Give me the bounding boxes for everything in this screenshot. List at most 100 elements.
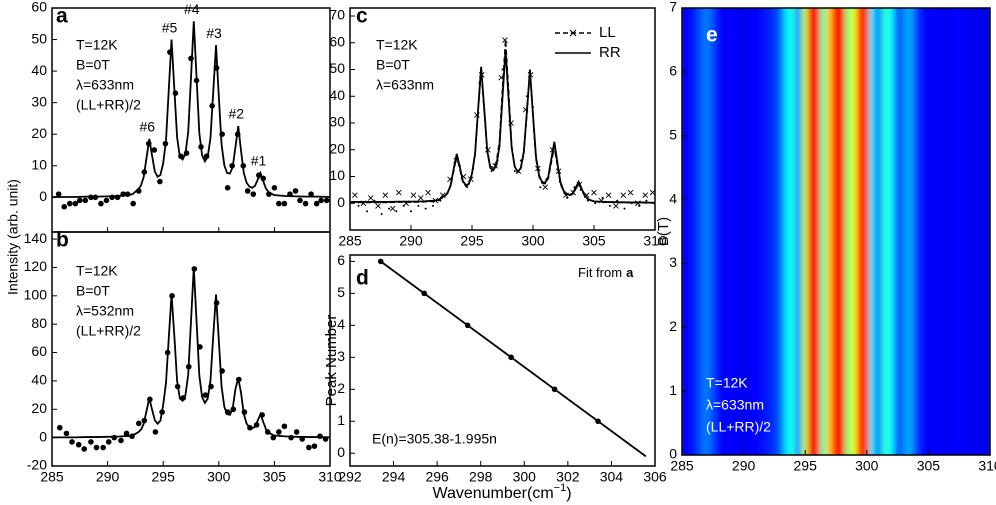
x-marker: [605, 192, 612, 199]
data-point: [61, 203, 68, 210]
dot-marker: [638, 204, 641, 207]
heat-cell: [783, 8, 791, 455]
y-tick-label: 2: [337, 380, 345, 396]
y-tick-label: 60: [329, 33, 345, 49]
heat-cell: [961, 8, 969, 455]
dot-marker: [586, 199, 589, 202]
heat-cell: [875, 8, 883, 455]
y-tick-label: 6: [337, 252, 345, 268]
dot-marker: [579, 188, 582, 191]
x-tick-label: 300: [855, 458, 879, 474]
x-tick-label: 285: [338, 233, 362, 249]
x-tick-label: 290: [96, 469, 120, 485]
y-tick-label: 10: [329, 167, 345, 183]
y-tick-label: 140: [24, 230, 48, 246]
y-tick-label: 30: [329, 114, 345, 130]
annotation: (LL+RR)/2: [76, 97, 141, 113]
dot-marker: [616, 199, 619, 202]
dot-marker: [380, 212, 383, 215]
data-point: [318, 197, 324, 204]
dot-marker: [496, 159, 499, 162]
annotation: B=0T: [376, 57, 410, 73]
dot-marker: [539, 186, 542, 189]
y-tick-label: 40: [329, 87, 345, 103]
data-point: [93, 444, 100, 451]
x-tick-label: 294: [382, 469, 406, 485]
y-tick-label: 1: [669, 382, 677, 398]
data-point: [82, 197, 89, 204]
heat-cell: [887, 8, 896, 455]
x-marker: [642, 192, 649, 199]
x-marker: [502, 37, 508, 43]
dot-marker: [573, 186, 576, 189]
fit-formula: E(n)=305.38-1.995n: [372, 431, 497, 447]
legend-marker: [569, 29, 577, 37]
dot-marker: [601, 196, 604, 199]
heat-cell: [813, 8, 822, 455]
dot-marker: [373, 199, 376, 202]
dot-marker: [566, 196, 569, 199]
annotation: λ=633nm: [706, 397, 764, 413]
y-tick-label: 60: [31, 343, 47, 359]
y-tick-label: 30: [31, 93, 47, 109]
dot-marker: [424, 207, 427, 210]
panel-letter: c: [356, 5, 368, 28]
y-tick-label: 10: [31, 156, 47, 172]
heat-cell: [684, 8, 692, 455]
x-tick-label: 298: [469, 469, 493, 485]
dot-marker: [630, 202, 633, 205]
heat-cell: [807, 8, 815, 455]
heat-cell: [986, 8, 990, 455]
heat-cell: [715, 8, 723, 455]
dot-marker: [366, 210, 369, 213]
y-tick-label: 7: [669, 0, 677, 15]
x-axis-label-sup: −1: [554, 482, 567, 494]
heat-cell: [733, 8, 742, 455]
dot-marker: [431, 204, 434, 207]
x-tick-label: 290: [399, 233, 423, 249]
heat-cell: [789, 8, 797, 455]
data-point: [72, 200, 79, 207]
heat-cell: [924, 8, 932, 455]
x-tick-label: 306: [643, 469, 667, 485]
data-point: [224, 185, 231, 191]
data-point: [293, 429, 300, 435]
y-axis-label: B(T): [655, 217, 672, 246]
heat-cell: [820, 8, 828, 455]
annotation: λ=532nm: [76, 303, 134, 319]
dot-marker: [594, 202, 597, 205]
annotation: (LL+RR)/2: [706, 419, 771, 435]
y-axis-label: Intensity (arb. unit): [5, 179, 21, 295]
annotation: T=12K: [76, 263, 118, 279]
heat-cell: [795, 8, 803, 455]
dot-marker: [402, 204, 405, 207]
dot-marker: [417, 204, 420, 207]
dot-marker: [552, 146, 555, 149]
data-point: [123, 430, 130, 437]
x-tick-label: 296: [425, 469, 449, 485]
x-marker: [352, 192, 358, 199]
heat-cell: [869, 8, 877, 455]
heat-cell: [881, 8, 889, 455]
x-tick-label: 305: [582, 233, 606, 249]
x-axis-label: Wavenumber(cm−1): [432, 482, 571, 502]
fit-line: [378, 259, 647, 458]
dot-marker: [410, 210, 412, 213]
dot-marker: [558, 180, 561, 183]
y-tick-label: 20: [31, 125, 47, 141]
y-tick-label: 20: [329, 140, 345, 156]
x-tick-label: 305: [917, 458, 941, 474]
dot-marker: [645, 199, 648, 202]
heat-cell: [955, 8, 963, 455]
fit-line: [52, 267, 330, 439]
heat-cell: [682, 8, 686, 455]
data-point: [151, 147, 158, 153]
y-tick-label: 0: [669, 446, 677, 462]
x-tick-label: 300: [513, 469, 537, 485]
x-tick-label: 310: [643, 233, 667, 249]
x-marker: [395, 189, 402, 196]
x-marker: [613, 203, 619, 209]
annotation: (LL+RR)/2: [76, 323, 141, 339]
data-point: [63, 430, 70, 437]
x-marker: [620, 192, 627, 199]
